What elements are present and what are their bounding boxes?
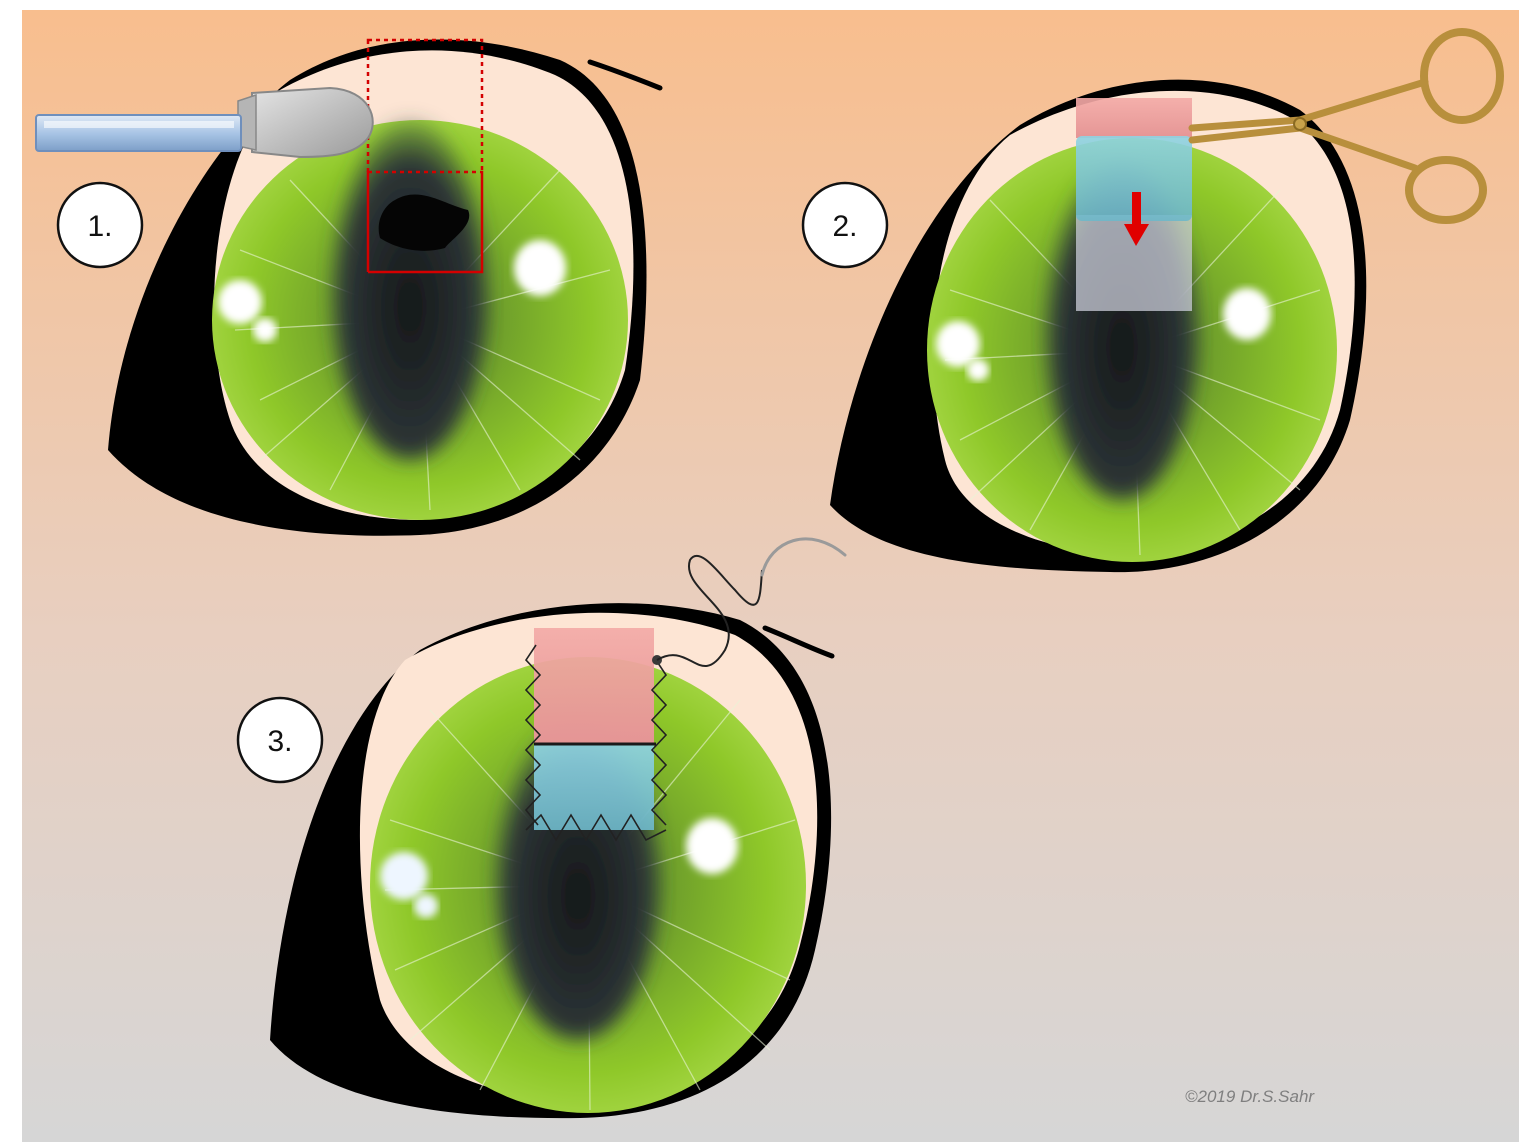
- excision-outline-outer: [366, 38, 484, 274]
- graft-conjunctiva: [534, 628, 654, 744]
- highlight: [253, 318, 277, 342]
- highlight: [218, 280, 262, 324]
- lid-margin-line: [762, 625, 835, 659]
- graft-conjunctiva: [1076, 98, 1192, 138]
- curved-needle-icon: [656, 537, 847, 667]
- step-badge: [236, 696, 324, 784]
- highlight: [686, 818, 738, 874]
- eye-step-1: 1.: [35, 38, 663, 536]
- highlight: [1223, 288, 1271, 340]
- step-label: 2.: [832, 210, 857, 243]
- lid-margin-line: [587, 59, 663, 91]
- highlight: [380, 852, 428, 900]
- step-label: 1.: [87, 210, 112, 243]
- blade-instrument-icon: [35, 86, 374, 159]
- corneal-defect: [378, 194, 470, 251]
- step-badge: [56, 181, 144, 269]
- eye-step-2: 2.: [801, 28, 1504, 573]
- arrow-down-icon: [1124, 192, 1149, 246]
- highlight: [414, 894, 438, 918]
- highlight: [936, 321, 980, 367]
- scissors-icon: [1188, 28, 1504, 224]
- graft-cornea: [1076, 136, 1192, 221]
- eye-step-3: 3.: [236, 537, 847, 1119]
- highlight: [967, 359, 989, 381]
- copyright-text: ©2019 Dr.S.Sahr: [1185, 1087, 1315, 1106]
- excision-outline-inner: [366, 170, 484, 274]
- step-label: 3.: [267, 725, 292, 758]
- graft-cornea: [534, 744, 654, 830]
- step-badge: [801, 181, 889, 269]
- highlight: [514, 240, 566, 296]
- suture-line: [524, 644, 668, 842]
